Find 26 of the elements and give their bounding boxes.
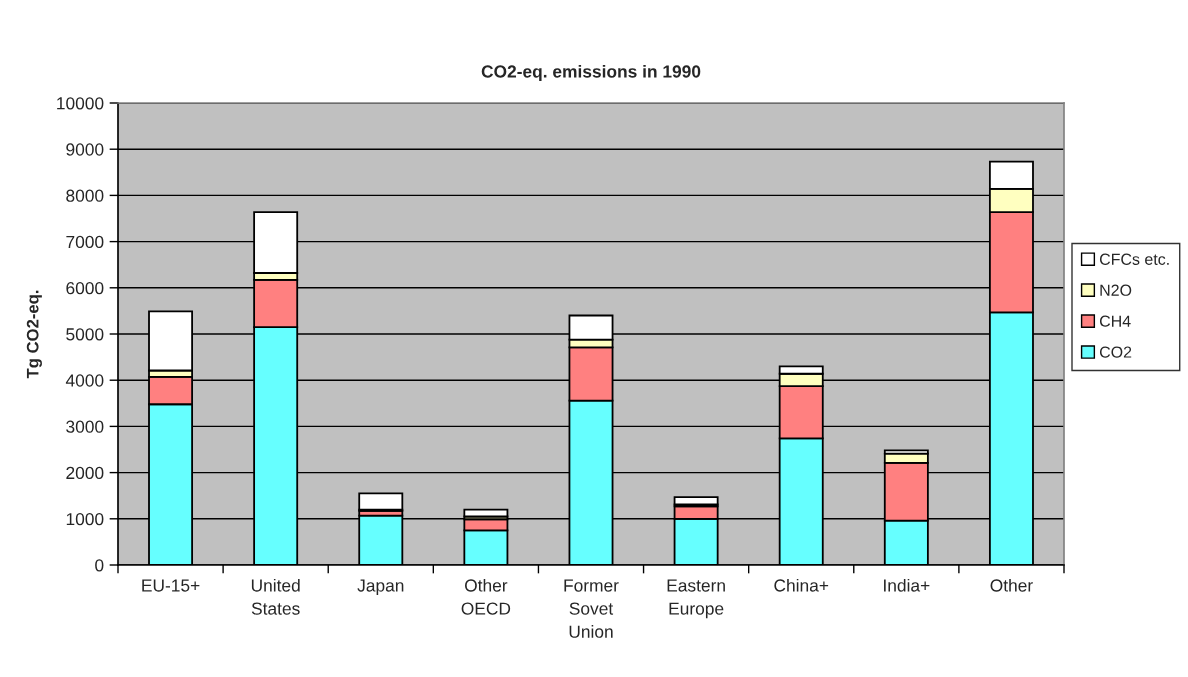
y-tick-label: 0	[95, 559, 104, 572]
y-tick-label: 1000	[66, 512, 104, 526]
chart-title: CO2-eq. emissions in 1990	[481, 64, 701, 82]
y-tick-label: 8000	[66, 189, 104, 202]
x-tick-label: China+	[774, 578, 829, 592]
legend-label: CO2	[1099, 346, 1132, 358]
x-tick-label: Eastern Europe	[667, 579, 725, 619]
y-axis-title: Tg CO2-eq.	[26, 290, 42, 379]
y-tick-label: 6000	[66, 281, 104, 295]
y-tick-label: 7000	[66, 235, 104, 249]
y-tick-label: 10000	[57, 97, 104, 110]
y-tick-label: 4000	[65, 374, 104, 387]
x-tick-label: Former Sovet Union	[564, 579, 619, 638]
y-tick-label: 3000	[66, 420, 104, 433]
legend-label: CH4	[1099, 315, 1131, 327]
x-tick-label: Other	[990, 578, 1033, 592]
x-tick-label: United States	[251, 578, 300, 615]
y-tick-label: 9000	[66, 143, 104, 156]
y-tick-label: 5000	[66, 328, 104, 341]
x-tick-label: EU-15+	[142, 579, 200, 592]
legend-label: CFCs etc.	[1099, 253, 1169, 265]
x-tick-label: Other OECD	[461, 578, 511, 615]
x-tick-label: Japan	[357, 579, 404, 596]
x-tick-label: India+	[884, 578, 930, 592]
y-tick-label: 2000	[66, 466, 104, 480]
legend-label: N2O	[1100, 284, 1132, 296]
